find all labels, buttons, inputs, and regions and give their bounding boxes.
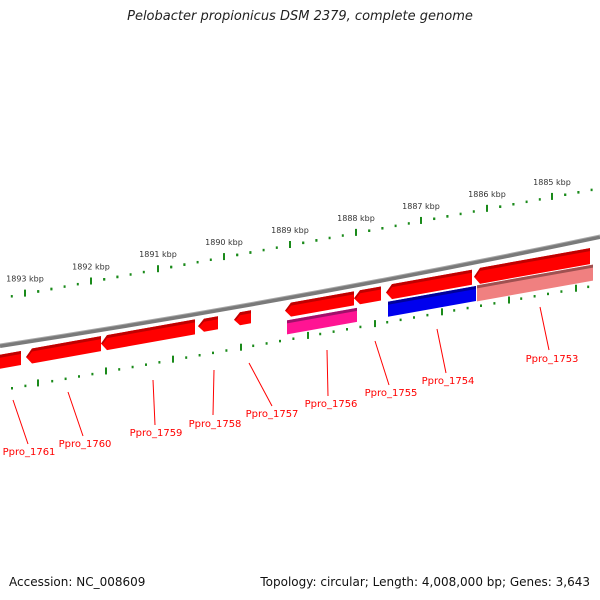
scale-label: 1889 kbp — [271, 226, 309, 235]
gene-arrow[interactable] — [386, 269, 472, 300]
gene-arrow-edge — [474, 248, 590, 277]
gene-arrow[interactable] — [474, 248, 590, 284]
label-leader-line — [12, 399, 29, 445]
accession-text: Accession: NC_008609 — [9, 575, 146, 589]
gene-feature-edge — [388, 286, 476, 305]
genome-backbone — [0, 235, 600, 348]
label-leader-line — [374, 340, 390, 386]
gene-arrow[interactable] — [101, 319, 195, 351]
scale-label: 1885 kbp — [533, 178, 571, 187]
gene-feature-edge — [287, 307, 357, 324]
gene-arrow-edge — [0, 350, 21, 358]
scale-label: 1886 kbp — [468, 190, 506, 199]
gene-label[interactable]: Ppro_1756 — [305, 399, 358, 410]
gene-arrow-edge — [285, 291, 354, 311]
gene-label[interactable]: Ppro_1758 — [189, 419, 242, 430]
gene-arrow-edge — [354, 286, 381, 299]
gene-feature[interactable] — [477, 264, 593, 302]
map-title: Pelobacter propionicus DSM 2379, complet… — [127, 9, 473, 24]
gene-label[interactable]: Ppro_1761 — [3, 447, 56, 458]
label-leader-line — [248, 362, 273, 407]
gene-ppro_1754[interactable] — [386, 269, 476, 317]
gene-feature[interactable] — [287, 307, 357, 335]
gene-ppro_1755[interactable] — [354, 286, 381, 305]
gene-feature-edge — [477, 264, 593, 289]
label-leader-line — [539, 306, 550, 351]
label-leader-line — [326, 349, 329, 397]
label-leader-line — [152, 379, 156, 426]
gene-ppro_1753[interactable] — [474, 248, 593, 302]
gene-ppro_1757[interactable] — [234, 310, 251, 326]
gene-ppro_1758[interactable] — [198, 316, 218, 332]
gene-arrow-edge — [386, 269, 472, 293]
label-leader-line — [436, 328, 447, 374]
gene-arrow-edge — [101, 319, 195, 344]
gene-arrow[interactable] — [285, 291, 354, 317]
gene-label[interactable]: Ppro_1755 — [365, 388, 418, 399]
gene-arrow-edge — [198, 316, 218, 327]
gene-ppro_1761[interactable] — [0, 350, 21, 369]
scale-label: 1891 kbp — [139, 250, 177, 259]
gene-ppro_1756[interactable] — [285, 291, 357, 335]
label-leader-line — [67, 391, 84, 437]
label-leader-line — [212, 369, 215, 416]
scale-label: 1890 kbp — [205, 238, 243, 247]
gene-label[interactable]: Ppro_1759 — [130, 428, 183, 439]
gene-ppro_1759[interactable] — [101, 319, 195, 351]
gene-label[interactable]: Ppro_1760 — [59, 439, 112, 450]
scale-label: 1887 kbp — [402, 202, 440, 211]
gene-arrow-edge — [234, 310, 251, 320]
gene-arrow[interactable] — [26, 336, 101, 364]
gene-label[interactable]: Ppro_1753 — [526, 354, 579, 365]
gene-ppro_1760[interactable] — [26, 336, 101, 364]
scale-label: 1892 kbp — [72, 263, 110, 272]
gene-label[interactable]: Ppro_1754 — [422, 376, 475, 387]
scale-label: 1888 kbp — [337, 214, 375, 223]
genome-stats-text: Topology: circular; Length: 4,008,000 bp… — [260, 575, 590, 589]
gene-arrow-edge — [26, 336, 101, 358]
scale-label: 1893 kbp — [6, 275, 44, 284]
gene-feature[interactable] — [388, 286, 476, 317]
gene-label[interactable]: Ppro_1757 — [246, 409, 299, 420]
